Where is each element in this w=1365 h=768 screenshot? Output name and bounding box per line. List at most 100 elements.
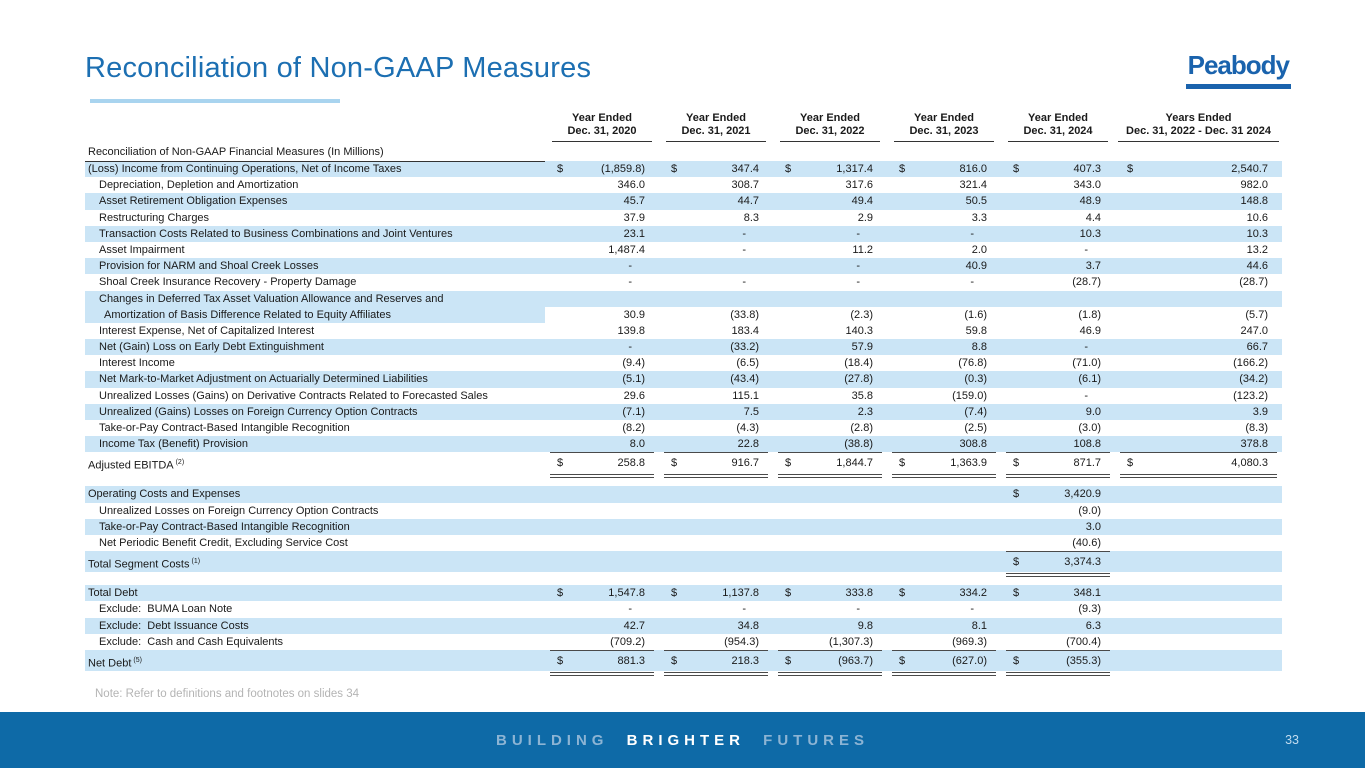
cell-value: 44.6 — [1246, 260, 1268, 273]
cell-value: - — [1084, 389, 1088, 402]
note-text: Note: Refer to definitions and footnotes… — [95, 688, 360, 700]
value-cell: (76.8) — [887, 355, 1001, 371]
row-label: Total Debt — [88, 587, 138, 600]
cell-value: 3,420.9 — [1064, 488, 1101, 501]
value-cell: (1.8) — [1001, 307, 1115, 323]
value-cell: (18.4) — [773, 355, 887, 371]
table-row: Shoal Creek Insurance Recovery - Propert… — [85, 274, 1282, 290]
value-cell: - — [659, 242, 773, 258]
value-cell: (7.1) — [545, 404, 659, 420]
table-row: Exclude: Debt Issuance Costs 42.7 34.8 9.8 8… — [85, 617, 1282, 634]
cell-value: 48.9 — [1079, 195, 1101, 208]
value-cell — [1115, 634, 1282, 650]
dollar-sign: $ — [785, 163, 792, 175]
cell-value: (38.8) — [844, 438, 873, 451]
value-cell: 2.9 — [773, 210, 887, 226]
cell-value: (969.3) — [952, 635, 987, 648]
value-cell: (7.4) — [887, 404, 1001, 420]
value-cell: 3.0 — [1001, 519, 1115, 535]
value-cell: - — [659, 274, 773, 290]
cell-value: 9.8 — [857, 619, 873, 632]
table-row: Transaction Costs Related to Business Co… — [85, 225, 1282, 242]
value-cell: 247.0 — [1115, 323, 1282, 339]
value-cell: 45.7 — [545, 193, 659, 209]
dollar-sign: $ — [671, 587, 678, 600]
column-header-line1: Year Ended — [686, 112, 746, 124]
value-cell: $ (1,859.8) — [545, 161, 659, 177]
row-label: Amortization of Basis Difference Related… — [85, 306, 545, 323]
value-cell: 308.7 — [659, 177, 773, 193]
cell-value: 13.2 — [1246, 243, 1268, 256]
value-cell — [887, 503, 1001, 519]
cell-value: (1.8) — [1078, 308, 1101, 321]
cell-value: 1,487.4 — [608, 243, 645, 256]
value-cell: (3.0) — [1001, 420, 1115, 436]
cell-value: (7.4) — [964, 405, 987, 418]
dollar-sign: $ — [671, 163, 678, 175]
value-cell: (27.8) — [773, 371, 887, 387]
cell-value: (963.7) — [838, 654, 873, 667]
cell-value: 3.7 — [1085, 260, 1101, 273]
cell-value: 2.9 — [857, 211, 873, 224]
cell-value: 343.0 — [1073, 179, 1101, 192]
cell-value: (1,307.3) — [828, 635, 873, 648]
value-cell: 40.9 — [887, 258, 1001, 274]
value-cell: (4.3) — [659, 420, 773, 436]
footer-word-brighter: BRIGHTER — [626, 731, 745, 749]
row-label: Exclude: Debt Issuance Costs — [99, 619, 249, 632]
dollar-sign: $ — [785, 654, 792, 667]
footnote-ref: (5) — [133, 656, 142, 664]
value-cell: - — [659, 601, 773, 617]
value-cell — [545, 535, 659, 551]
row-label: Take-or-Pay Contract-Based Intangible Re… — [99, 422, 350, 434]
value-cell — [1115, 519, 1282, 535]
cell-value: (954.3) — [724, 635, 759, 648]
cell-value: 8.8 — [971, 341, 987, 354]
value-cell: 48.9 — [1001, 193, 1115, 209]
row-label: Unrealized Losses on Foreign Currency Op… — [99, 504, 379, 517]
cell-value: - — [856, 260, 860, 273]
value-cell: 139.8 — [545, 323, 659, 339]
footer-tagline: BUILDING BRIGHTER FUTURES — [496, 732, 869, 749]
value-cell: 3.7 — [1001, 258, 1115, 274]
cell-value: 8.3 — [743, 211, 759, 224]
cell-value: - — [628, 260, 632, 273]
cell-value: 218.3 — [731, 654, 759, 667]
dollar-sign: $ — [671, 457, 678, 470]
row-label: Asset Retirement Obligation Expenses — [99, 195, 288, 208]
cell-value: - — [970, 227, 974, 240]
cell-value: 9.0 — [1085, 405, 1101, 418]
value-cell: 6.3 — [1001, 618, 1115, 634]
table-row: Operating Costs and Expenses $3,420.9 — [85, 486, 1282, 503]
value-cell: - — [1001, 339, 1115, 355]
value-cell: 140.3 — [773, 323, 887, 339]
value-cell: 378.8 — [1115, 436, 1282, 452]
value-cell: - — [773, 226, 887, 242]
value-cell: 2.3 — [773, 404, 887, 420]
value-cell: 8.1 — [887, 618, 1001, 634]
value-cell — [659, 503, 773, 519]
cell-value: 22.8 — [737, 438, 759, 451]
cell-value: (9.0) — [1078, 504, 1101, 517]
table-row: Take-or-Pay Contract-Based Intangible Re… — [85, 518, 1282, 535]
cell-value: 1,363.9 — [950, 457, 987, 470]
value-cell: (159.0) — [887, 388, 1001, 404]
row-label: Interest Expense, Net of Capitalized Int… — [99, 324, 315, 337]
column-header-line2: Dec. 31, 2023 — [909, 125, 979, 137]
cell-value: 140.3 — [845, 324, 873, 337]
row-label: (Loss) Income from Continuing Operations… — [88, 163, 402, 175]
value-cell: $348.1 — [1001, 585, 1115, 601]
cell-value: (6.1) — [1078, 373, 1101, 386]
value-cell: $347.4 — [659, 161, 773, 177]
cell-value: 44.7 — [737, 195, 759, 208]
value-cell: $4,080.3 — [1120, 452, 1277, 479]
value-cell: 1,487.4 — [545, 242, 659, 258]
cell-value: (123.2) — [1233, 389, 1268, 402]
cell-value: 23.1 — [623, 227, 645, 240]
value-cell: - — [1001, 242, 1115, 258]
value-cell: 115.1 — [659, 388, 773, 404]
value-cell: 57.9 — [773, 339, 887, 355]
value-cell: $3,420.9 — [1001, 486, 1115, 502]
cell-value: (2.3) — [850, 308, 873, 321]
cell-value: (7.1) — [622, 405, 645, 418]
